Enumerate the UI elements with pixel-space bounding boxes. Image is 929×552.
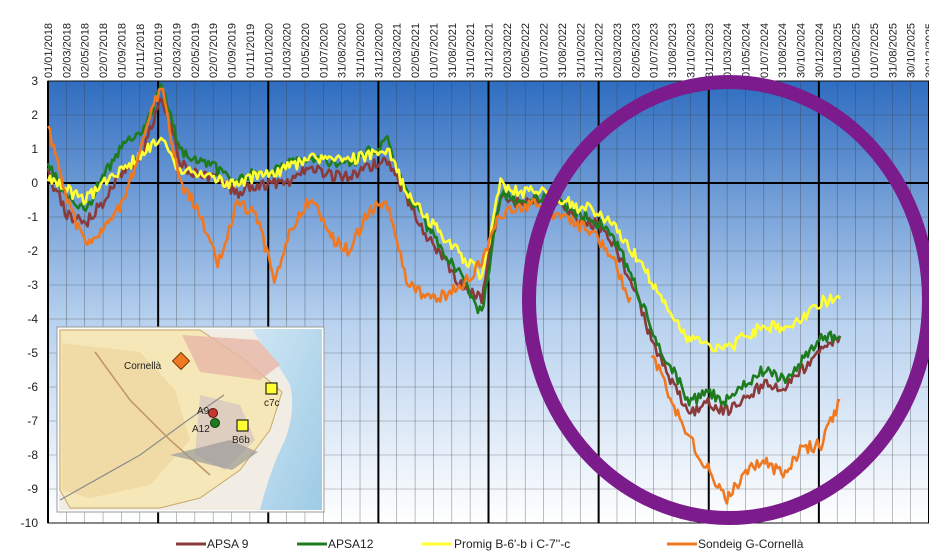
series-line-3	[46, 87, 841, 505]
series-line-1	[46, 83, 841, 407]
x-tick-label: 02/03/2022	[502, 23, 514, 78]
y-tick-label: -2	[27, 244, 38, 258]
x-tick-label: 02/03/2021	[392, 23, 404, 78]
y-tick-label: -4	[27, 312, 38, 326]
map-label-cornella: Cornellà	[124, 361, 162, 372]
x-axis-ticks: 01/01/2018 02/03/2018 02/05/2018 02/07/2018…	[43, 23, 929, 78]
inset-map: Cornellà c7c A9 A12 B6b	[56, 326, 325, 513]
legend-label-sondeig: Sondeig G-Cornellà	[698, 537, 804, 551]
x-tick-label: 01/05/2025	[851, 23, 863, 78]
x-tick-label: 30/10/2024	[796, 23, 808, 78]
x-tick-label: 31/12/2023	[704, 23, 716, 78]
x-tick-label: 02/07/2018	[98, 23, 110, 78]
x-tick-label: 31/08/2025	[887, 23, 899, 78]
y-tick-label: 1	[31, 142, 38, 156]
x-tick-label: 01/07/2024	[759, 23, 771, 78]
x-tick-label: 01/07/2020	[318, 23, 330, 78]
x-tick-label: 01/07/2023	[649, 23, 661, 78]
map-label-a12: A12	[192, 424, 210, 435]
x-tick-label: 02/07/2019	[208, 23, 220, 78]
x-tick-label: 31/12/2022	[594, 23, 606, 78]
cornella-marker	[171, 351, 191, 371]
legend-label-promig: Promig B-6'-b i C-7''-c	[454, 537, 570, 551]
c7c-marker	[265, 382, 278, 395]
x-tick-label: 31/08/2024	[777, 23, 789, 78]
legend-label-apsa9: APSA 9	[207, 537, 249, 551]
x-tick-label: 01/07/2022	[539, 23, 551, 78]
x-tick-label: 02/03/2018	[61, 23, 73, 78]
y-tick-label: -6	[27, 380, 38, 394]
map-label-b6b: B6b	[232, 435, 250, 446]
y-tick-label: -1	[27, 210, 38, 224]
x-tick-label: 02/03/2023	[612, 23, 624, 78]
x-tick-label: 31/10/2020	[355, 23, 367, 78]
x-tick-label: 31/12/2021	[484, 23, 496, 78]
x-tick-label: 31/10/2023	[685, 23, 697, 78]
y-tick-label: 3	[31, 74, 38, 88]
y-tick-label: -7	[27, 414, 38, 428]
x-tick-label: 02/05/2021	[410, 23, 422, 78]
x-tick-label: 31/08/2023	[667, 23, 679, 78]
y-tick-label: -9	[27, 482, 38, 496]
map-label-c7c: c7c	[264, 398, 280, 409]
x-tick-label: 31/12/2020	[373, 23, 385, 78]
y-tick-label: -5	[27, 346, 38, 360]
x-tick-label: 30/12/2024	[814, 23, 826, 78]
x-tick-label: 31/08/2021	[447, 23, 459, 78]
x-tick-label: 01/05/2020	[300, 23, 312, 78]
x-tick-label: 01/11/2018	[135, 24, 147, 78]
x-tick-label: 02/05/2022	[520, 23, 532, 78]
x-tick-label: 01/05/2024	[740, 23, 752, 78]
y-axis-ticks: 3 2 1 0 -1 -2 -3 -4 -5 -6 -7 -8 -9 -10	[21, 74, 39, 530]
a12-marker	[210, 418, 220, 428]
x-tick-label: 31/10/2022	[575, 23, 587, 78]
y-tick-label: -3	[27, 278, 38, 292]
series-lines	[46, 83, 842, 505]
x-tick-label: 01/07/2025	[869, 23, 881, 78]
x-tick-label: 31/10/2021	[465, 23, 477, 78]
x-tick-label: 01/03/2024	[722, 23, 734, 78]
x-tick-label: 01/03/2025	[832, 23, 844, 78]
y-tick-label: -10	[21, 516, 39, 530]
x-tick-label: 02/03/2019	[171, 23, 183, 78]
b6b-marker	[236, 419, 249, 432]
x-tick-label: 01/09/2019	[227, 23, 239, 78]
x-tick-label: 01/07/2021	[428, 23, 440, 78]
series-line-2	[46, 136, 842, 353]
y-tick-label: 2	[31, 108, 38, 122]
highlight-ellipse	[522, 75, 929, 525]
x-tick-label: 31/08/2022	[557, 23, 569, 78]
x-tick-label: 01/03/2020	[282, 23, 294, 78]
x-tick-label: 01/09/2018	[116, 23, 128, 78]
x-tick-label: 31/08/2020	[337, 23, 349, 78]
x-tick-label: 01/01/2019	[153, 23, 165, 78]
x-tick-label: 30/10/2025	[906, 23, 918, 78]
x-tick-label: 30/12/2025	[924, 23, 929, 78]
x-tick-label: 01/01/2018	[43, 23, 55, 78]
map-label-a9: A9	[197, 406, 210, 417]
x-tick-label: 02/05/2019	[190, 23, 202, 78]
y-tick-label: -8	[27, 448, 38, 462]
x-tick-label: 02/05/2023	[630, 23, 642, 78]
x-tick-label: 02/05/2018	[80, 23, 92, 78]
x-tick-label: 01/11/2019	[245, 24, 257, 78]
legend-label-apsa12: APSA12	[328, 537, 374, 551]
x-tick-label: 01/01/2020	[263, 23, 275, 78]
a9-marker	[208, 408, 218, 418]
legend: APSA 9 APSA12 Promig B-6'-b i C-7''-c So…	[176, 537, 804, 551]
y-tick-label: 0	[31, 176, 38, 190]
